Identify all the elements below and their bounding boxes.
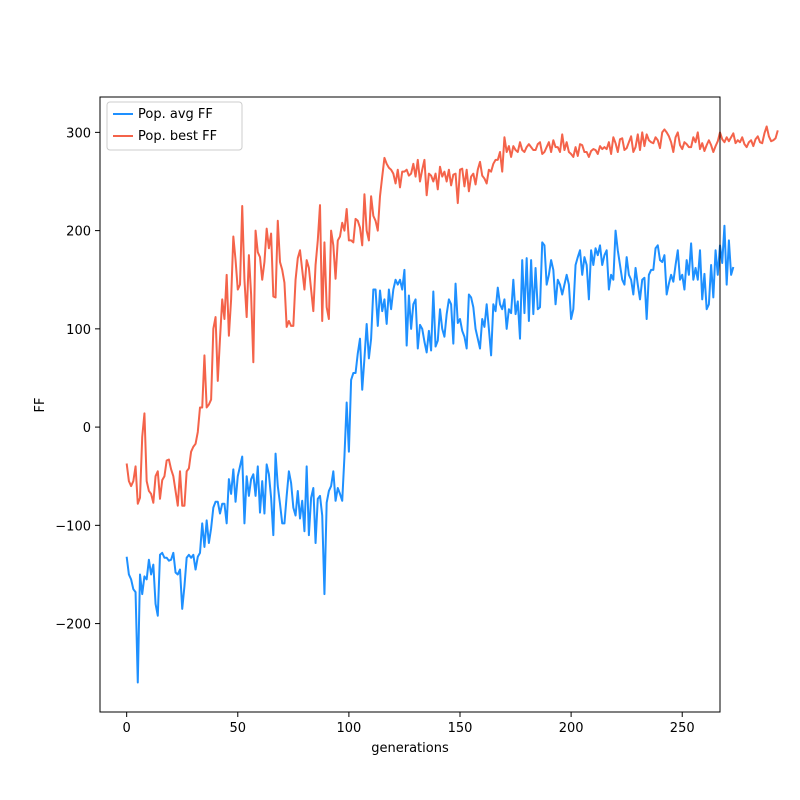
series-line-avg xyxy=(125,224,735,684)
plot-frame xyxy=(99,96,721,713)
x-tick-label: 200 xyxy=(559,721,584,736)
x-axis: 0 50 100 150 200 250 xyxy=(123,712,695,736)
legend-label-avg: Pop. avg FF xyxy=(138,107,213,122)
x-tick-label: 150 xyxy=(448,721,473,736)
x-axis-label: generations xyxy=(371,741,449,756)
y-tick-label: −200 xyxy=(55,618,91,633)
y-tick-label: 0 xyxy=(83,421,91,436)
y-tick-label: −100 xyxy=(55,519,91,534)
x-tick-label: 0 xyxy=(123,721,131,736)
y-tick-label: 200 xyxy=(66,225,91,240)
y-axis: −200 −100 0 100 200 300 xyxy=(55,126,100,633)
y-axis-label: FF xyxy=(33,398,48,413)
x-tick-label: 50 xyxy=(230,721,247,736)
legend: Pop. avg FF Pop. best FF xyxy=(106,101,243,151)
plot-area xyxy=(125,125,779,684)
legend-label-best: Pop. best FF xyxy=(138,129,217,144)
y-tick-label: 300 xyxy=(66,126,91,141)
y-tick-label: 100 xyxy=(66,323,91,338)
series-line-best xyxy=(125,125,779,507)
legend-box xyxy=(106,101,243,151)
x-tick-label: 100 xyxy=(336,721,361,736)
x-tick-label: 250 xyxy=(670,721,695,736)
